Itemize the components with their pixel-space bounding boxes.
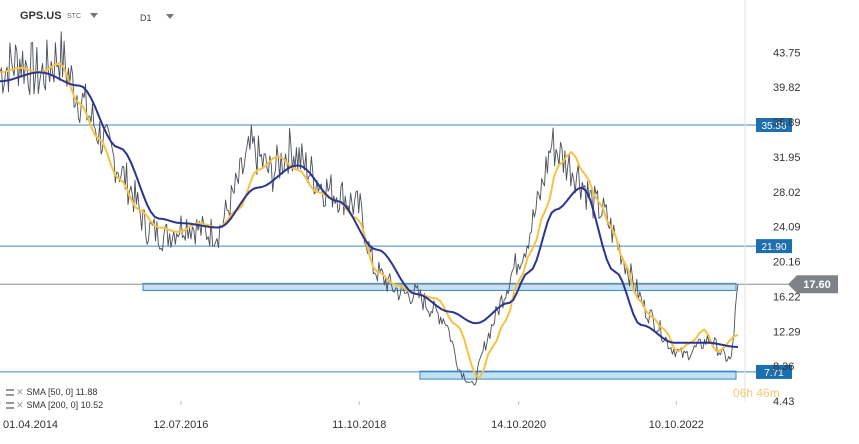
y-tick-label: 20.16 [773,257,801,269]
level-price-label: 35.56 [756,117,792,132]
current-price-label: 17.60 [788,275,838,294]
price-zone [419,370,737,380]
x-tick-label: 10.10.2022 [649,419,704,431]
y-tick-label: 31.95 [773,152,801,164]
candle-countdown: 06h 46m [733,386,780,400]
sma50-series-line [0,62,739,380]
y-tick-label: 16.22 [773,291,801,303]
indicator-legend: ✕ SMA [50, 0] 11.88 ✕ SMA [200, 0] 10.52 [6,386,103,412]
current-price-badge [788,275,838,294]
level-price-label: 21.90 [756,239,792,254]
timeframe-label[interactable]: D1 [140,13,152,23]
y-tick-label: 43.75 [773,47,801,59]
current-price-text: 17.60 [803,279,831,291]
legend-text: SMA [200, 0] 10.52 [26,400,104,410]
y-tick-label: 28.02 [773,187,801,199]
symbol-dropdown-icon[interactable] [90,13,98,18]
level-label-text: 35.56 [761,121,786,132]
legend-item-sma50[interactable]: ✕ SMA [50, 0] 11.88 [6,386,103,399]
y-tick-label: 39.82 [773,82,801,94]
price-series-line [0,31,739,386]
x-tick-label: 11.10.2018 [332,419,386,431]
y-tick-label: 4.43 [773,396,794,408]
level-price-label: 7.71 [756,364,792,379]
level-label-bg [756,364,792,379]
timeframe-dropdown-icon[interactable] [166,14,174,19]
y-tick-label: 35.89 [773,117,801,129]
legend-text: SMA [50, 0] 11.88 [26,387,98,397]
level-label-bg [756,117,792,132]
y-tick-label: 8.36 [773,361,794,373]
symbol-label[interactable]: GPS.US [20,10,62,22]
sma200-series-line [0,71,739,348]
x-tick-label: 14.10.2020 [491,419,546,431]
indicator-settings-icon[interactable] [6,402,14,410]
price-zone [142,282,737,291]
x-tick-label: 01.04.2014 [3,419,58,431]
y-tick-label: 12.29 [773,326,801,338]
level-label-text: 21.90 [761,242,786,253]
symbol-type-label: STC [67,13,81,20]
legend-item-sma200[interactable]: ✕ SMA [200, 0] 10.52 [6,399,103,412]
y-tick-label: 24.09 [773,222,801,234]
remove-indicator-icon[interactable]: ✕ [16,387,24,397]
x-tick-label: 12.07.2016 [153,419,208,431]
indicator-settings-icon[interactable] [6,389,14,397]
level-label-text: 7.71 [764,368,784,379]
level-label-bg [756,239,792,254]
remove-indicator-icon[interactable]: ✕ [16,400,24,410]
chart-toolbar: GPS.US STC D1 [0,0,859,28]
